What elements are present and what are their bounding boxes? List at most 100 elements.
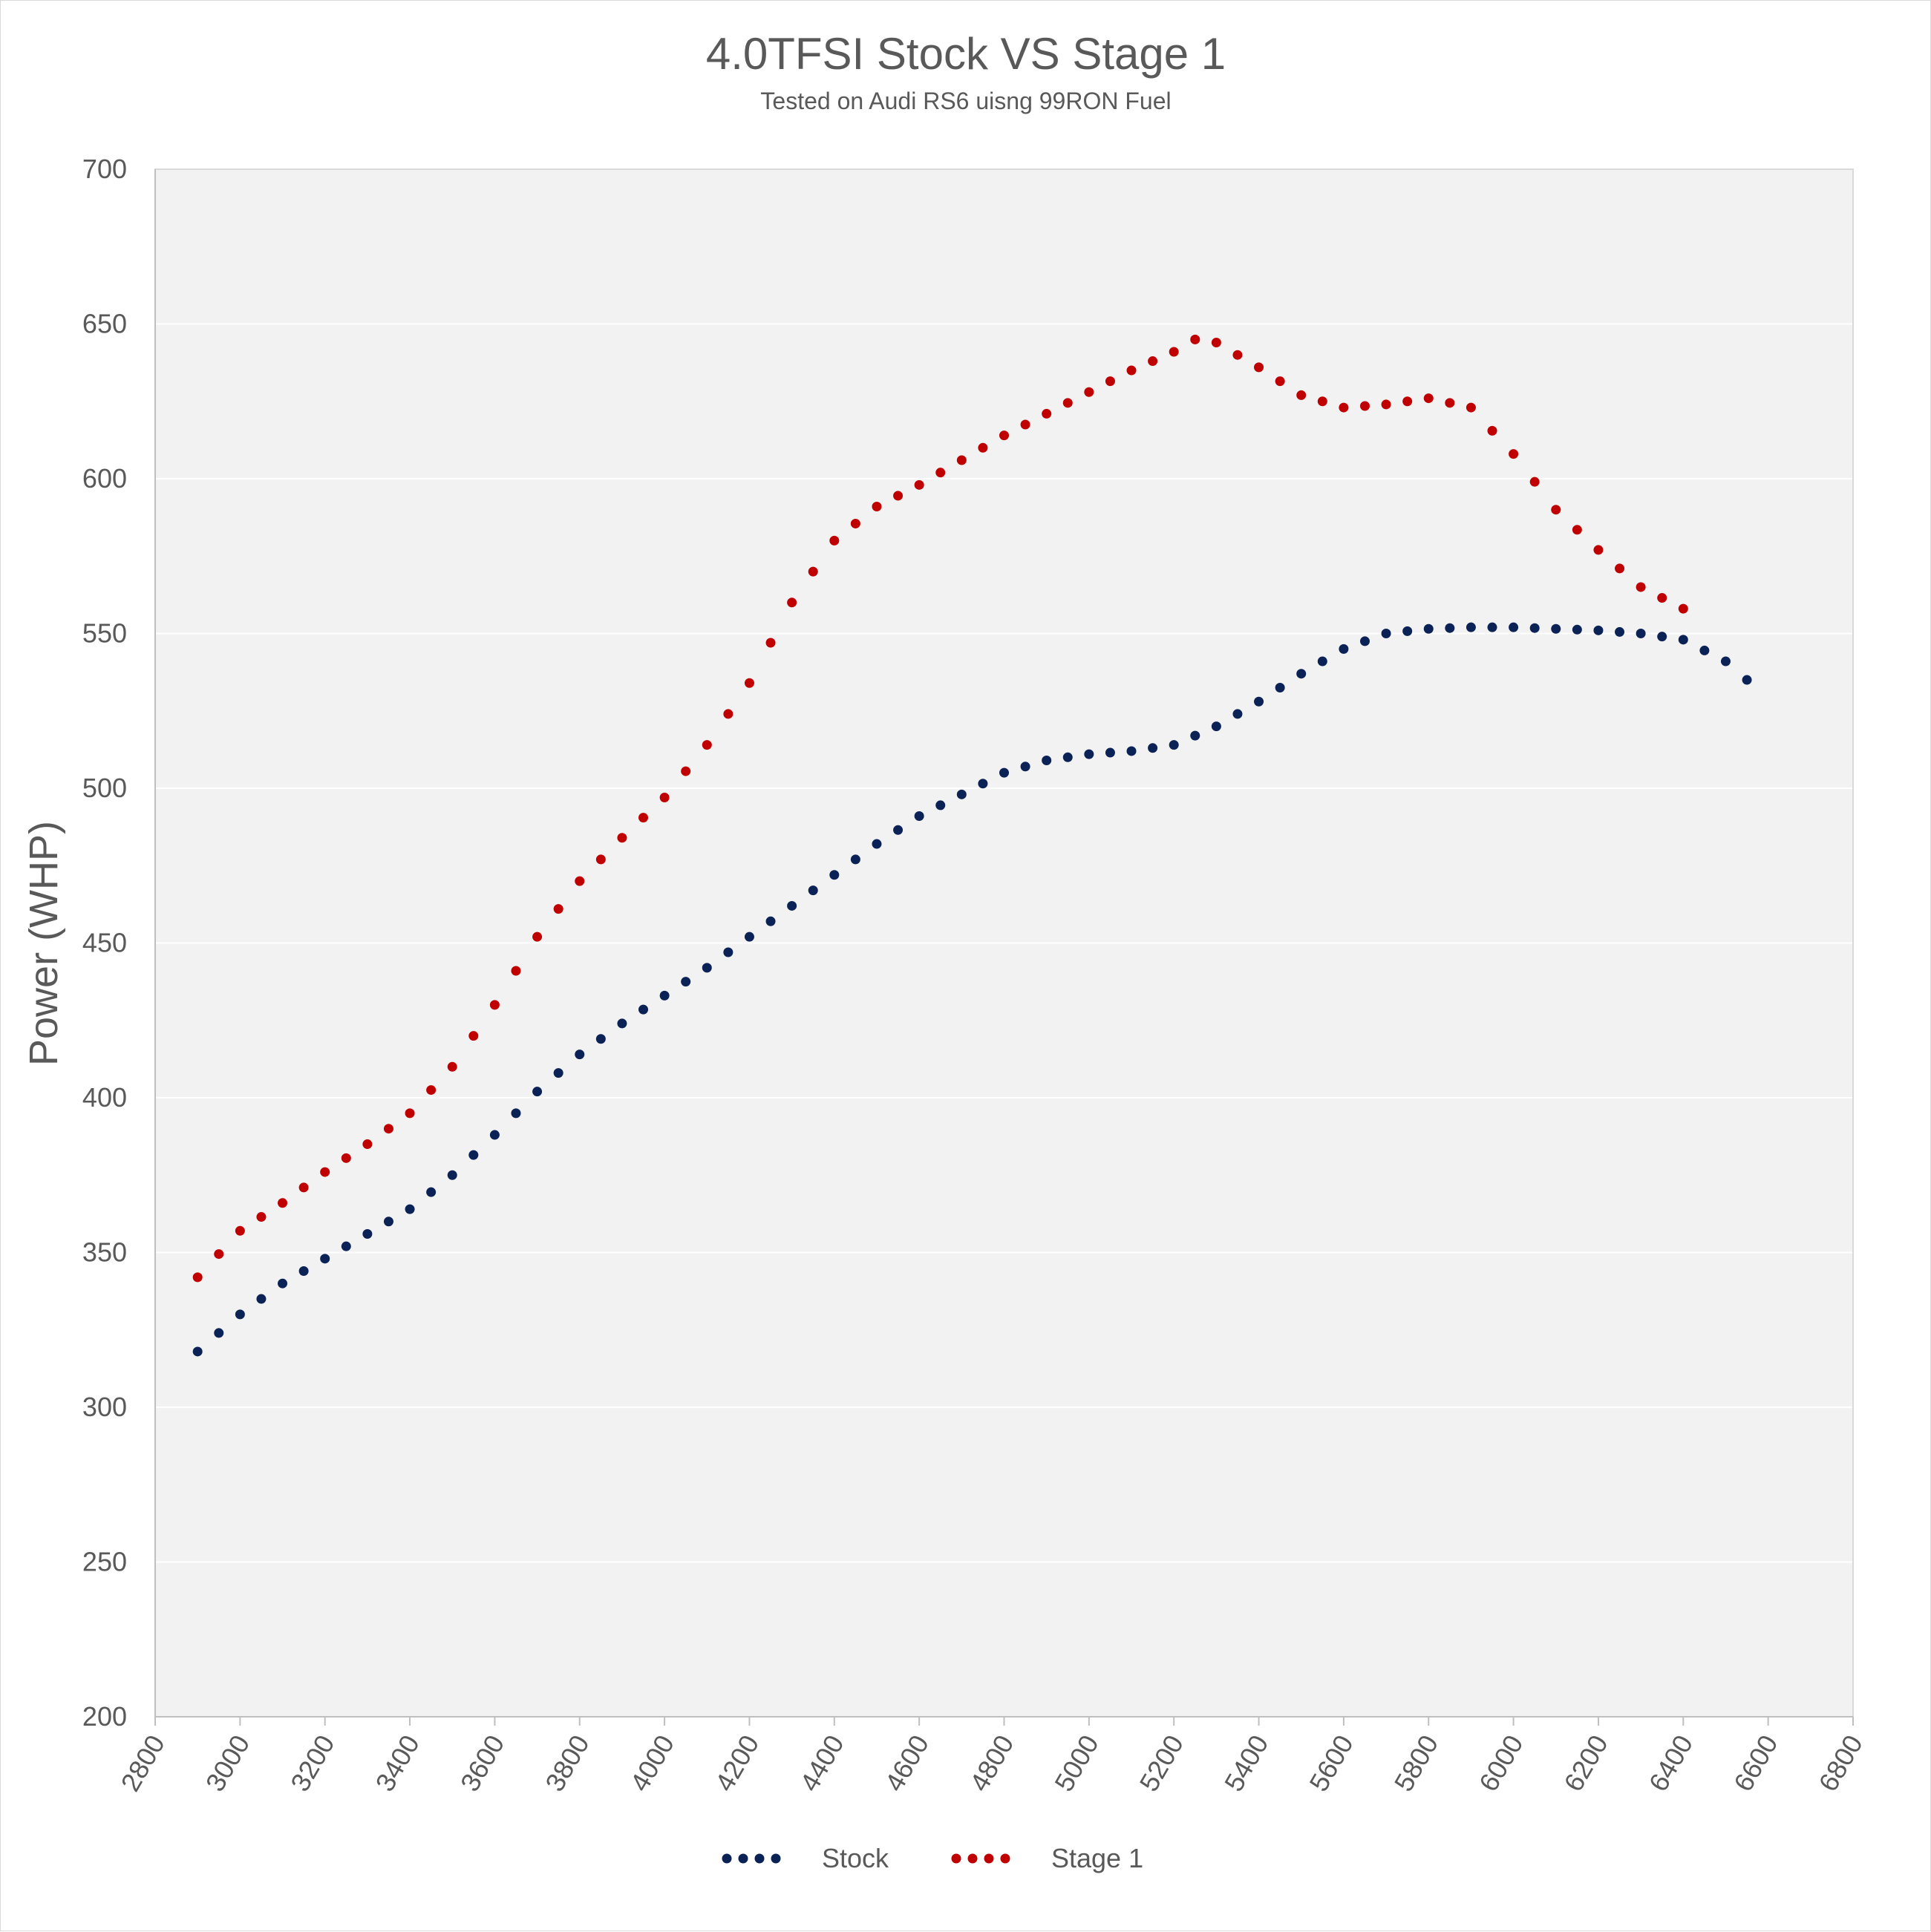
data-point — [1062, 752, 1073, 762]
x-tick-label: 5400 — [1218, 1730, 1275, 1797]
data-point — [320, 1167, 330, 1177]
legend-marker — [738, 1853, 748, 1864]
data-point — [278, 1198, 288, 1208]
data-point — [935, 468, 946, 478]
data-point — [511, 966, 521, 976]
y-tick-label: 300 — [82, 1392, 127, 1422]
series-stock — [192, 622, 1752, 1357]
data-point — [298, 1266, 309, 1277]
data-point — [1509, 449, 1519, 459]
data-point — [1062, 398, 1073, 408]
data-point — [362, 1139, 373, 1150]
chart-title: 4.0TFSI Stock VS Stage 1 — [706, 29, 1226, 79]
data-point — [341, 1241, 351, 1251]
data-point — [320, 1254, 330, 1264]
data-point — [1296, 669, 1307, 679]
data-point — [1275, 376, 1285, 387]
data-point — [1232, 709, 1243, 719]
data-point — [1211, 338, 1221, 348]
data-point — [1254, 362, 1264, 373]
data-point — [893, 825, 904, 835]
data-point — [681, 766, 691, 776]
data-point — [1169, 347, 1179, 357]
data-point — [723, 947, 733, 957]
data-point — [1593, 625, 1604, 635]
data-point — [1084, 387, 1094, 397]
x-tick-label: 4400 — [794, 1730, 850, 1797]
data-point — [1487, 622, 1497, 632]
data-point — [1169, 740, 1179, 750]
data-point — [744, 678, 754, 688]
data-point — [1105, 747, 1115, 758]
x-tick-label: 5000 — [1048, 1730, 1105, 1797]
data-point — [595, 854, 606, 865]
x-tick-label: 3800 — [539, 1730, 595, 1797]
data-point — [447, 1061, 457, 1072]
data-point — [1402, 626, 1413, 636]
data-point — [1190, 334, 1200, 344]
data-point — [702, 963, 712, 973]
data-point — [1084, 749, 1094, 759]
x-tick-label: 5800 — [1388, 1730, 1445, 1797]
x-tick-label: 6000 — [1473, 1730, 1529, 1797]
data-point — [808, 885, 818, 896]
data-point — [214, 1249, 224, 1260]
legend-item-stage-1: Stage 1 — [951, 1843, 1143, 1873]
legend-label: Stock — [822, 1843, 889, 1873]
x-tick-label: 6600 — [1728, 1730, 1784, 1797]
data-point — [1423, 393, 1434, 404]
legend: Stock Stage 1 — [722, 1843, 1143, 1873]
data-point — [278, 1278, 288, 1288]
series-layer — [192, 334, 1752, 1357]
data-point — [1636, 629, 1646, 638]
data-point — [575, 1049, 585, 1060]
data-point — [1402, 396, 1413, 407]
data-point — [829, 535, 840, 546]
data-point — [1042, 408, 1052, 419]
data-point — [1020, 419, 1030, 430]
x-tick-label: 4200 — [709, 1730, 765, 1797]
legend-marker — [951, 1853, 961, 1864]
y-tick-label: 500 — [82, 773, 127, 803]
data-point — [1148, 356, 1158, 367]
data-point — [1381, 399, 1391, 410]
data-point — [1339, 644, 1349, 654]
data-point — [1699, 645, 1710, 655]
data-point — [1678, 603, 1688, 614]
data-point — [1551, 505, 1561, 515]
data-point — [850, 518, 860, 528]
data-point — [978, 442, 988, 453]
data-point — [235, 1225, 245, 1236]
data-point — [1381, 629, 1391, 638]
data-point — [1636, 582, 1646, 592]
x-tick-label: 6200 — [1558, 1730, 1614, 1797]
data-point — [298, 1182, 309, 1193]
y-tick-label: 250 — [82, 1547, 127, 1577]
x-tick-label: 4800 — [964, 1730, 1020, 1797]
data-point — [808, 566, 818, 577]
chart-subtitle: Tested on Audi RS6 uisng 99RON Fuel — [760, 88, 1171, 114]
data-point — [914, 811, 924, 822]
x-tick-label: 3000 — [200, 1730, 256, 1797]
legend-item-stock: Stock — [722, 1843, 889, 1873]
data-point — [1615, 563, 1625, 574]
data-point — [1572, 525, 1582, 535]
data-point — [1317, 656, 1327, 667]
data-point — [1126, 365, 1137, 376]
series-stage-1 — [192, 334, 1688, 1283]
data-point — [765, 916, 776, 926]
y-tick-label: 200 — [82, 1701, 127, 1732]
data-point — [1042, 755, 1052, 765]
data-point — [532, 1087, 543, 1097]
x-tick-label: 5600 — [1303, 1730, 1359, 1797]
data-point — [829, 870, 840, 880]
x-tick-label: 3600 — [454, 1730, 511, 1797]
data-point — [872, 502, 882, 512]
data-point — [1190, 730, 1200, 741]
data-point — [1445, 398, 1455, 408]
data-point — [1211, 721, 1221, 732]
data-point — [978, 779, 988, 789]
data-point — [1275, 682, 1285, 692]
data-point — [1126, 746, 1137, 756]
